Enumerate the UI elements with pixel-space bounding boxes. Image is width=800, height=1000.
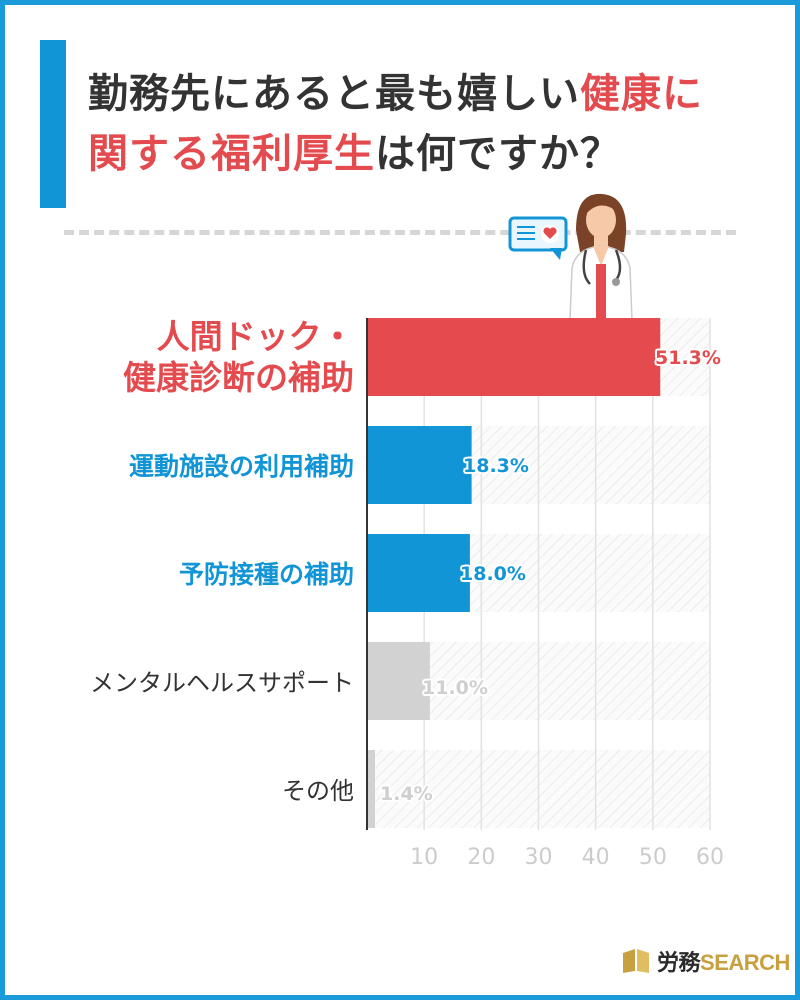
category-label-health-checkup: 人間ドック・ 健康診断の補助 <box>123 317 354 397</box>
brand-logo-text: 労務SEARCH <box>657 950 790 975</box>
bar-3 <box>367 642 430 720</box>
title-part-2: は何ですか？ <box>375 131 621 177</box>
bar-1 <box>367 426 472 504</box>
x-tick-label-20: 20 <box>467 845 495 870</box>
category-label-vaccination: 予防接種の補助 <box>178 560 354 589</box>
x-tick-label-40: 40 <box>582 845 610 870</box>
bar-0 <box>367 318 661 396</box>
title-highlight-1: 健康に <box>580 71 703 117</box>
doctor-illustration <box>508 193 633 320</box>
category-label-other: その他 <box>282 777 354 805</box>
value-label-mental-health: 11.0% <box>422 677 488 699</box>
page-title: 勤務先にあると最も嬉しい健康に関する福利厚生は何ですか？ <box>88 64 778 184</box>
title-accent-bar <box>40 40 66 208</box>
value-label-vaccination: 18.0% <box>460 563 526 585</box>
x-tick-label-30: 30 <box>525 845 553 870</box>
value-label-health-checkup: 51.3% <box>655 347 721 369</box>
heart-chat-bubble-icon <box>508 216 568 260</box>
x-tick-label-50: 50 <box>639 845 667 870</box>
brand-logo: 労務SEARCH <box>623 946 790 976</box>
category-label-gym-subsidy: 運動施設の利用補助 <box>128 452 354 481</box>
title-highlight-2: 関する福利厚生 <box>88 131 375 177</box>
x-tick-label-60: 60 <box>696 845 724 870</box>
value-label-gym-subsidy: 18.3% <box>463 455 529 477</box>
bar-4 <box>367 750 376 828</box>
title-part-1: 勤務先にあると最も嬉しい <box>88 71 580 117</box>
dashed-divider <box>64 230 736 235</box>
doctor-icon <box>569 193 633 320</box>
book-logo-icon <box>623 949 649 973</box>
category-label-mental-health: メンタルヘルスサポート <box>90 669 354 697</box>
value-label-other: 1.4% <box>380 783 433 805</box>
bar-2 <box>367 534 470 612</box>
x-tick-label-10: 10 <box>410 845 438 870</box>
